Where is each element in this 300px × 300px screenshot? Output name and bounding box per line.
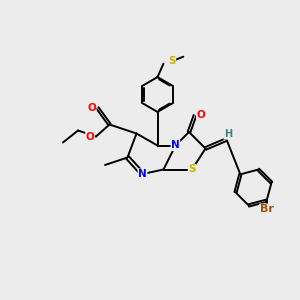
Text: S: S (188, 164, 196, 175)
Text: S: S (168, 56, 176, 66)
Text: N: N (171, 140, 180, 151)
Text: H: H (224, 129, 232, 139)
Text: O: O (196, 110, 205, 121)
Text: O: O (86, 131, 94, 142)
Text: N: N (138, 169, 147, 179)
Text: O: O (87, 103, 96, 113)
Text: Br: Br (260, 204, 274, 214)
